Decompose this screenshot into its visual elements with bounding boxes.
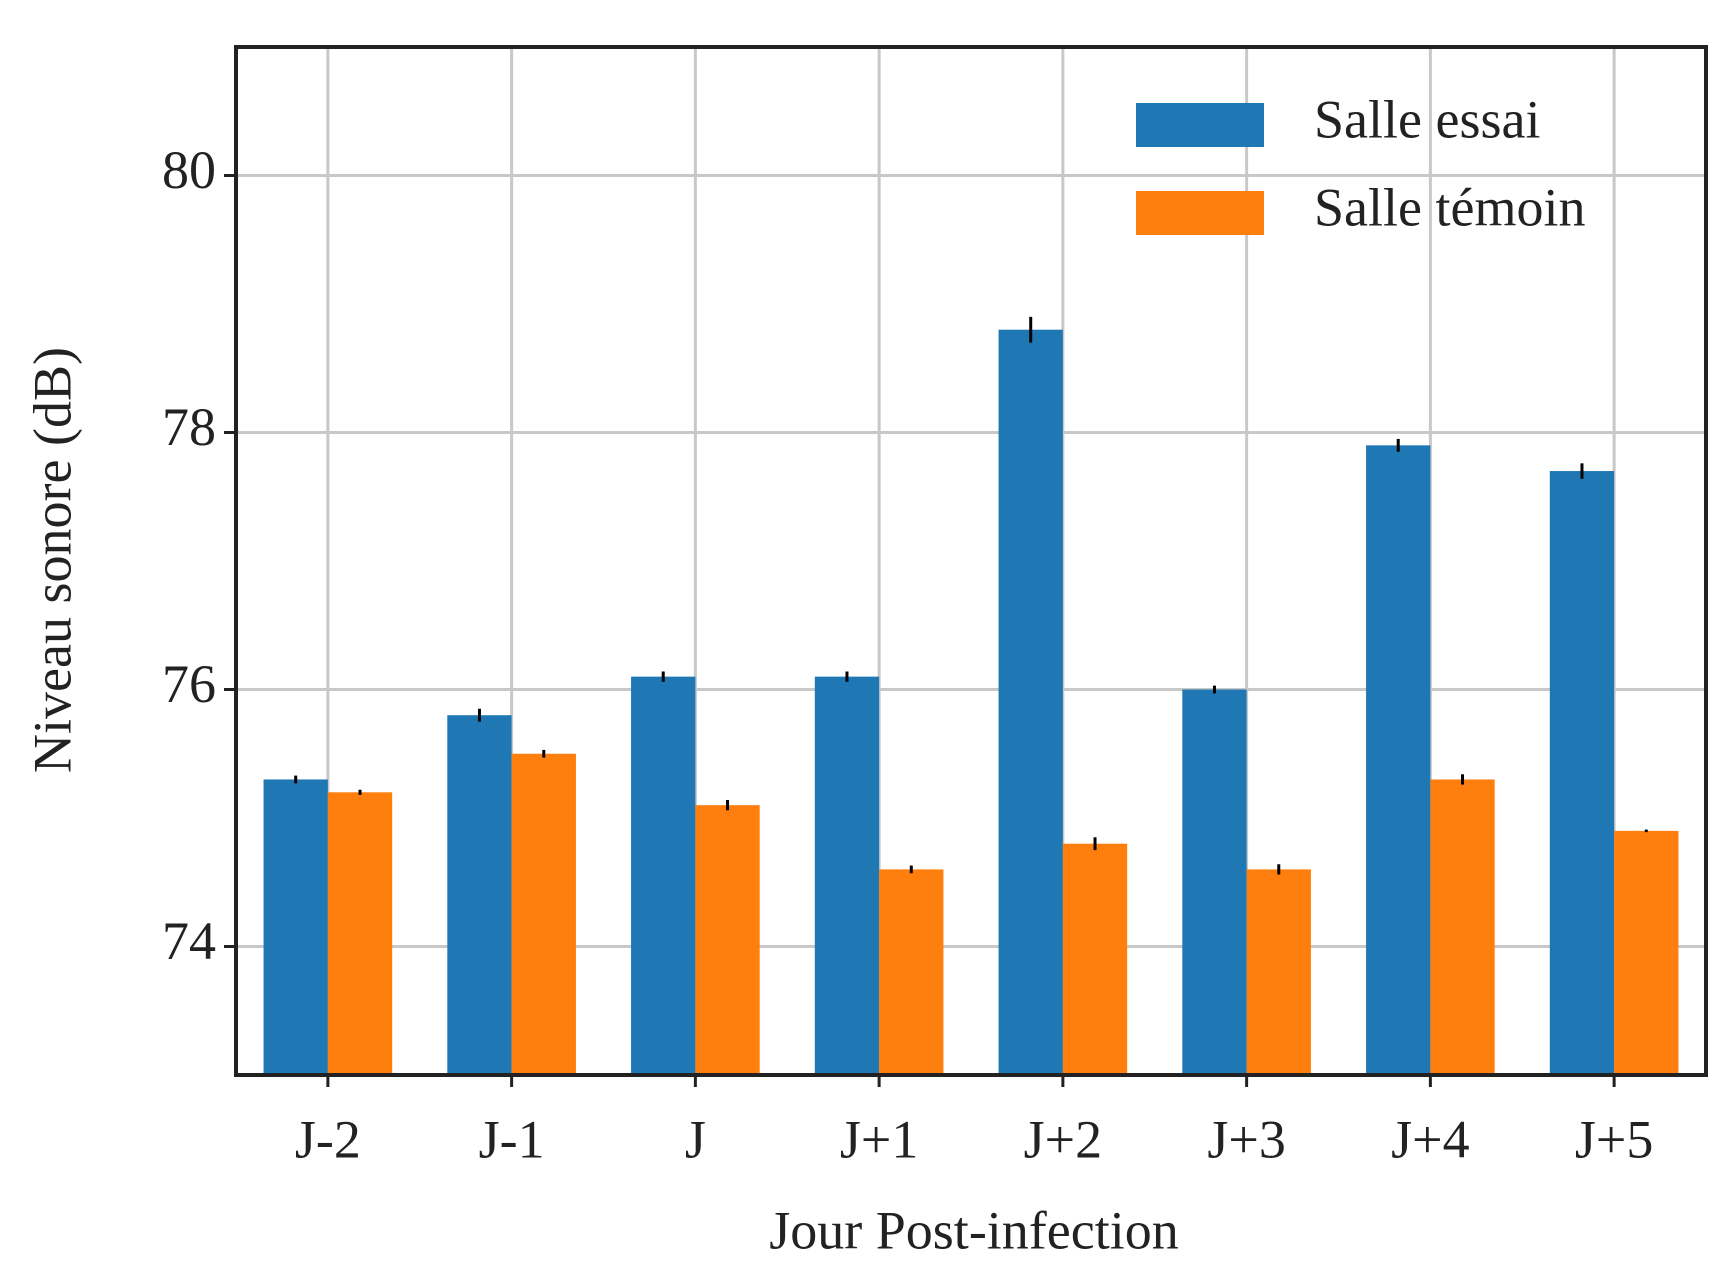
x-tick-label: J+3 [1207, 1109, 1285, 1169]
bar [814, 676, 880, 1075]
bar [327, 792, 393, 1075]
bar [263, 779, 328, 1075]
x-axis-label: Jour Post-infection [769, 1200, 1178, 1260]
bar [1549, 471, 1615, 1075]
bar [1366, 445, 1431, 1076]
bar [1182, 689, 1247, 1075]
x-tick-label: J+2 [1024, 1109, 1102, 1169]
bar [879, 869, 944, 1075]
y-tick-label: 78 [162, 397, 216, 457]
bar [631, 676, 696, 1075]
bar [1614, 830, 1679, 1075]
y-tick-label: 74 [162, 911, 216, 971]
bar [1246, 869, 1311, 1075]
x-tick-label: J+4 [1391, 1109, 1469, 1169]
bar [695, 805, 760, 1075]
plot-frame [234, 45, 1708, 1077]
x-tick-label: J+1 [840, 1109, 918, 1169]
y-tick-label: 80 [162, 140, 216, 200]
bar [511, 753, 576, 1075]
legend-swatch [1136, 191, 1264, 235]
legend-label: Salle essai [1314, 89, 1540, 149]
y-tick-label: 76 [162, 654, 216, 714]
x-tick-label: J [685, 1109, 706, 1169]
bar [447, 715, 512, 1075]
x-tick-label: J-1 [479, 1109, 545, 1169]
x-tick-label: J+5 [1575, 1109, 1653, 1169]
y-axis-label: Niveau sonore (dB) [22, 347, 82, 773]
x-tick-label: J-2 [295, 1109, 361, 1169]
bar [998, 329, 1063, 1075]
bar [1430, 779, 1495, 1075]
bar [1062, 843, 1128, 1075]
legend-label: Salle témoin [1314, 177, 1585, 237]
legend-swatch [1136, 103, 1264, 147]
